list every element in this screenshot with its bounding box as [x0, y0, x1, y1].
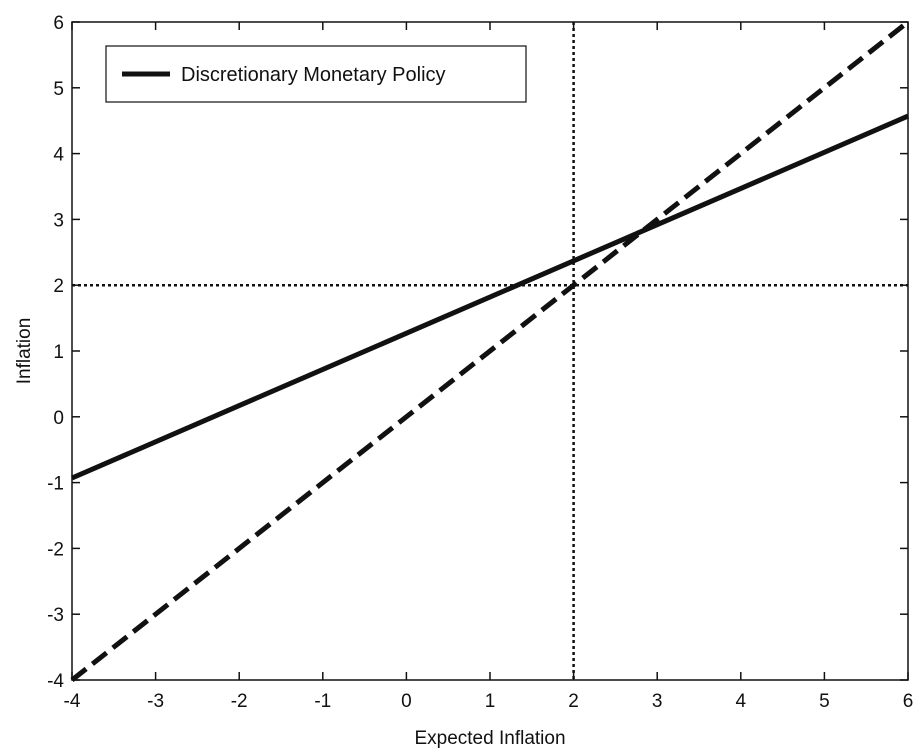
y-tick-label: 1 [53, 342, 64, 363]
x-tick-label: 2 [568, 691, 579, 712]
y-tick-label: 3 [53, 210, 64, 231]
x-tick-label: -4 [64, 691, 81, 712]
y-tick-label: 6 [53, 13, 64, 34]
y-tick-label: 4 [53, 145, 64, 166]
x-tick-label: 4 [736, 691, 747, 712]
y-tick-label: 2 [53, 276, 64, 297]
x-tick-label: -2 [231, 691, 248, 712]
y-axis-ticks: -4 -3 -2 -1 0 1 2 3 4 5 6 [47, 13, 908, 692]
y-tick-label: 5 [53, 79, 64, 100]
y-tick-label: 0 [53, 408, 64, 429]
x-axis-ticks: -4 -3 -2 -1 0 1 2 3 4 5 6 [64, 22, 914, 712]
x-tick-label: 5 [819, 691, 830, 712]
discretionary-policy-line [71, 113, 909, 481]
x-tick-label: 1 [485, 691, 496, 712]
y-axis-label: Inflation [14, 318, 35, 385]
dashed-45-degree-line [70, 20, 910, 682]
y-tick-label: -4 [47, 671, 64, 692]
legend-label: Discretionary Monetary Policy [181, 64, 446, 86]
reference-lines [72, 22, 908, 680]
y-tick-label: -3 [47, 605, 64, 626]
x-tick-label: -3 [147, 691, 164, 712]
x-tick-label: -1 [314, 691, 331, 712]
y-tick-label: -1 [47, 474, 64, 495]
legend: Discretionary Monetary Policy [105, 45, 527, 103]
x-axis-label: Expected Inflation [414, 728, 565, 749]
x-tick-label: 3 [652, 691, 663, 712]
legend-box [105, 45, 527, 103]
series-lines [70, 20, 910, 682]
x-tick-label: 0 [401, 691, 412, 712]
y-tick-label: -2 [47, 539, 64, 560]
x-tick-label: 6 [903, 691, 914, 712]
